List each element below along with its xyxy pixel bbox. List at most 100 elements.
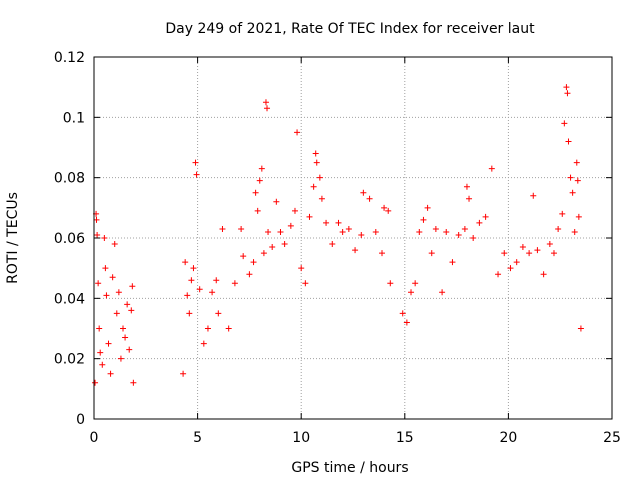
data-point (567, 174, 574, 181)
data-point (360, 189, 367, 196)
y-tick-label: 0.06 (54, 231, 85, 247)
data-point (107, 370, 114, 377)
y-tick-label: 0.08 (54, 171, 85, 187)
data-point (564, 90, 571, 97)
data-point (256, 177, 263, 184)
x-tick-label: 25 (603, 430, 621, 446)
data-point (495, 271, 502, 278)
data-point (559, 210, 566, 217)
x-axis-label: GPS time / hours (291, 460, 408, 476)
data-point (190, 265, 197, 272)
data-point (186, 310, 193, 317)
data-point (412, 280, 419, 287)
data-point (432, 225, 439, 232)
data-point (439, 289, 446, 296)
data-point (550, 250, 557, 257)
data-point (555, 225, 562, 232)
data-point (575, 213, 582, 220)
data-point (424, 204, 431, 211)
data-point (200, 340, 207, 347)
data-point (95, 280, 102, 287)
data-point (563, 84, 570, 91)
data-point (302, 280, 309, 287)
data-point (294, 129, 301, 136)
data-point (281, 241, 288, 248)
data-point (126, 346, 133, 353)
data-point (329, 241, 336, 248)
x-tick-label: 15 (396, 430, 414, 446)
data-point (102, 265, 109, 272)
data-points (92, 84, 584, 386)
data-point (260, 250, 267, 257)
data-point (192, 159, 199, 166)
data-point (381, 204, 388, 211)
y-axis-label: ROTI / TECUs (5, 192, 21, 284)
data-point (366, 195, 373, 202)
data-point (574, 177, 581, 184)
data-point (403, 319, 410, 326)
x-tick-label: 5 (193, 430, 202, 446)
data-point (443, 228, 450, 235)
data-point (269, 244, 276, 251)
data-point (534, 247, 541, 254)
data-point (273, 198, 280, 205)
data-point (306, 213, 313, 220)
data-point (546, 241, 553, 248)
y-tick-label: 0.1 (63, 110, 85, 126)
data-point (196, 286, 203, 293)
data-point (318, 195, 325, 202)
data-point (111, 241, 118, 248)
x-tick-label: 10 (292, 430, 310, 446)
y-tick-label: 0.04 (54, 291, 85, 307)
data-point (358, 231, 365, 238)
data-point (246, 271, 253, 278)
data-point (130, 379, 137, 386)
data-point (264, 105, 271, 112)
data-point (461, 225, 468, 232)
data-point (215, 310, 222, 317)
data-point (470, 235, 477, 241)
x-tick-label: 0 (90, 430, 99, 446)
data-point (115, 289, 122, 296)
data-point (565, 138, 572, 145)
data-point (352, 247, 359, 254)
data-point (416, 228, 423, 235)
axes: 0 5 10 15 20 25 0 0.02 0.04 0.06 0.08 0.1 0.12 (54, 50, 621, 446)
data-point (252, 189, 259, 196)
data-point (420, 216, 427, 223)
data-point (577, 325, 584, 332)
data-point (345, 225, 352, 232)
data-point (193, 171, 200, 178)
data-point (209, 289, 216, 296)
data-point (231, 280, 238, 287)
data-point (182, 259, 189, 266)
data-point (103, 292, 110, 299)
data-point (120, 325, 127, 332)
data-point (262, 99, 269, 106)
data-point (265, 228, 272, 235)
data-point (225, 325, 232, 332)
x-tick-label: 20 (499, 430, 517, 446)
data-point (122, 334, 129, 341)
data-point (298, 265, 305, 272)
data-point (238, 225, 245, 232)
data-point (428, 250, 435, 257)
data-point (507, 265, 514, 272)
data-point (466, 195, 473, 202)
data-point (254, 207, 261, 214)
data-point (408, 289, 415, 296)
data-point (291, 207, 298, 214)
data-point (463, 183, 470, 190)
data-point (99, 361, 106, 368)
data-point (124, 301, 131, 308)
data-point (312, 150, 319, 157)
data-point (488, 165, 495, 172)
data-point (530, 192, 537, 199)
data-point (287, 222, 294, 229)
data-point (573, 159, 580, 166)
data-point (455, 231, 462, 238)
data-point (540, 271, 547, 278)
data-point (335, 219, 342, 226)
data-point (449, 259, 456, 266)
